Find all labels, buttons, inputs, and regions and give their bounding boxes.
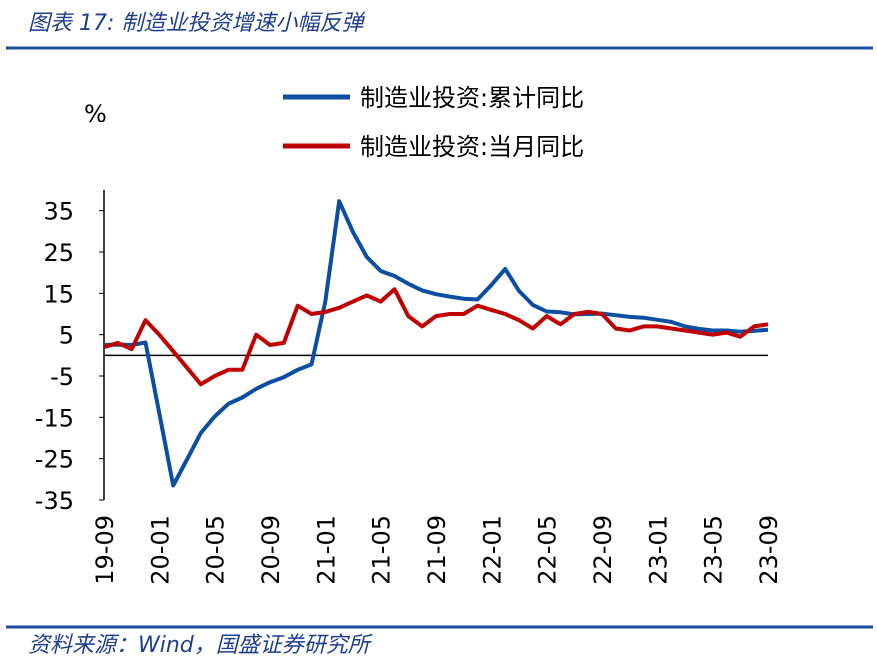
series-line [103, 287, 769, 387]
y-tick-label: 15 [43, 280, 74, 308]
x-tick-label: 20-05 [202, 515, 230, 585]
y-tick-label: -15 [35, 404, 74, 432]
y-axis-unit: % [84, 100, 107, 128]
x-tick-label: 21-09 [423, 515, 451, 585]
series-line [103, 199, 769, 488]
x-tick-label: 23-05 [700, 515, 728, 585]
x-tick-label: 23-01 [644, 515, 672, 585]
x-tick-label: 19-09 [91, 515, 119, 585]
x-tick-label: 21-01 [312, 515, 340, 585]
y-tick-label: -25 [35, 446, 74, 474]
source: 资料来源：Wind，国盛证券研究所 [28, 633, 373, 658]
x-tick-label: 20-09 [257, 515, 285, 585]
y-tick-label: -35 [35, 487, 74, 515]
legend-label: 制造业投资:当月同比 [360, 133, 584, 161]
x-tick-label: 22-05 [534, 515, 562, 585]
chart-title: 图表 17: 制造业投资增速小幅反弹 [28, 11, 365, 36]
y-tick-label: 25 [43, 239, 74, 267]
x-tick-label: 20-01 [146, 515, 174, 585]
legend-label: 制造业投资:累计同比 [360, 84, 584, 112]
x-tick-label: 21-05 [368, 515, 396, 585]
y-tick-label: 35 [43, 198, 74, 226]
y-tick-label: -5 [50, 363, 74, 391]
x-tick-label: 22-09 [589, 515, 617, 585]
x-tick-label: 22-01 [478, 515, 506, 585]
x-tick-label: 23-09 [755, 515, 783, 585]
y-tick-label: 5 [59, 322, 74, 350]
